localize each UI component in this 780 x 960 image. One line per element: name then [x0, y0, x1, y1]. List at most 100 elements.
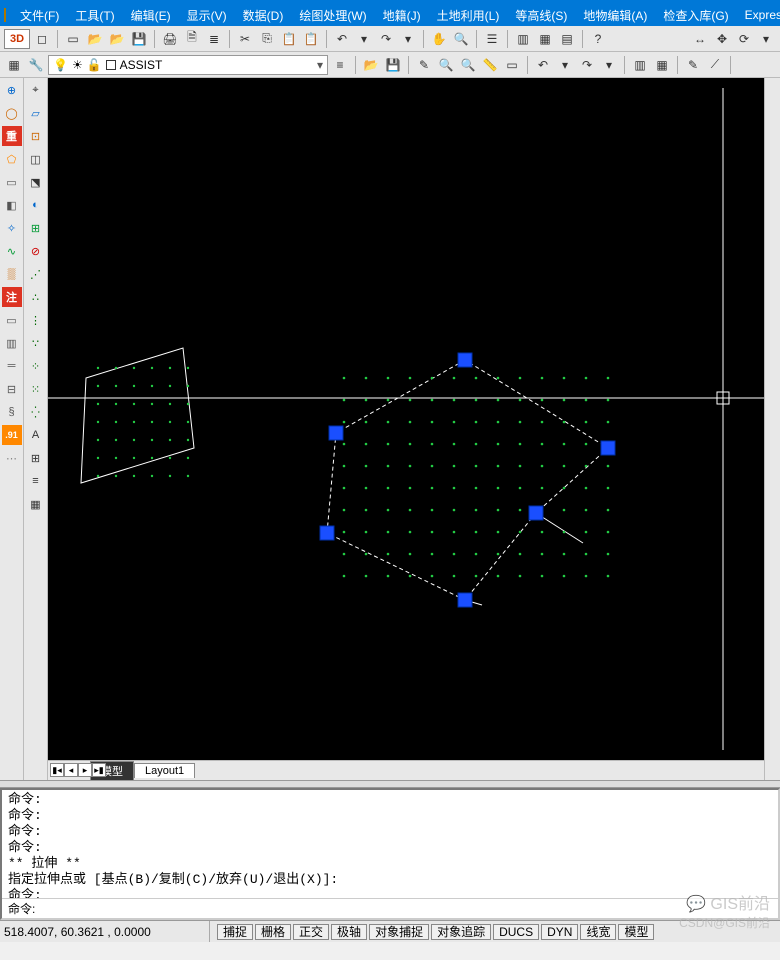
pencil2-button[interactable]: ✎: [683, 55, 703, 75]
side-tool[interactable]: ⁘: [26, 356, 46, 376]
side-tool[interactable]: ▱: [26, 103, 46, 123]
layer-combo[interactable]: 💡 ☀ 🔓 ASSIST ▾: [48, 55, 328, 75]
menu-item[interactable]: 工具(T): [69, 6, 120, 25]
menu-item[interactable]: 土地利用(L): [431, 6, 506, 25]
open-button[interactable]: 📂: [361, 55, 381, 75]
open2-button[interactable]: 📂: [107, 29, 127, 49]
save-button[interactable]: 💾: [129, 29, 149, 49]
side-tool[interactable]: ⊞: [26, 448, 46, 468]
side-tool[interactable]: A: [26, 425, 46, 445]
side-tool[interactable]: ▒: [2, 264, 22, 284]
drawing-canvas[interactable]: ▮◂ ◂ ▸ ▸▮ 模型 Layout1: [48, 78, 764, 780]
sheet1-button[interactable]: ▥: [630, 55, 650, 75]
status-toggle[interactable]: 极轴: [331, 924, 367, 940]
folder-new-button[interactable]: ▭: [63, 29, 83, 49]
print-preview-button[interactable]: 🗎: [182, 29, 202, 49]
cube-button[interactable]: ◻: [32, 29, 52, 49]
side-tool[interactable]: ⬠: [2, 149, 22, 169]
side-tool[interactable]: ⊞: [26, 218, 46, 238]
undo-button[interactable]: ↶: [533, 55, 553, 75]
layers-button[interactable]: ≣: [204, 29, 224, 49]
side-tool[interactable]: ∿: [2, 241, 22, 261]
sheet1-button[interactable]: ▥: [513, 29, 533, 49]
side-tool[interactable]: ⊟: [2, 379, 22, 399]
side-tool[interactable]: ◧: [2, 195, 22, 215]
side-tool[interactable]: ⌖: [26, 80, 46, 100]
layer-props-button[interactable]: ≡: [330, 55, 350, 75]
command-input[interactable]: 命令:: [2, 898, 778, 918]
dropdown-button[interactable]: ▾: [599, 55, 619, 75]
menu-item[interactable]: 地籍(J): [377, 6, 427, 25]
menu-item[interactable]: 绘图处理(W): [293, 6, 372, 25]
line-button[interactable]: ⟋: [705, 55, 725, 75]
splitter[interactable]: [0, 780, 780, 788]
menu-item[interactable]: 编辑(E): [125, 6, 177, 25]
3d-button[interactable]: 3D: [4, 29, 30, 49]
tab-last-button[interactable]: ▸▮: [92, 763, 106, 777]
select-rect-button[interactable]: ▭: [502, 55, 522, 75]
side-tool[interactable]: ⁛: [26, 402, 46, 422]
side-tool[interactable]: ═: [2, 356, 22, 376]
arrow-cross-button[interactable]: ✥: [712, 29, 732, 49]
dropdown-button[interactable]: ▾: [756, 29, 776, 49]
status-toggle[interactable]: 对象捕捉: [369, 924, 429, 940]
side-tool[interactable]: ∴: [26, 287, 46, 307]
dropdown-button[interactable]: ▾: [354, 29, 374, 49]
status-toggle[interactable]: 模型: [618, 924, 654, 940]
wrench-button[interactable]: 🔧: [26, 55, 46, 75]
copy-button[interactable]: ⎘: [257, 29, 277, 49]
vertical-scrollbar[interactable]: [764, 78, 780, 780]
zoom-button[interactable]: 🔍: [436, 55, 456, 75]
print-button[interactable]: 🖨: [160, 29, 180, 49]
side-tool[interactable]: [2, 471, 22, 491]
side-tool[interactable]: ◫: [26, 149, 46, 169]
side-tool[interactable]: ⊕: [2, 80, 22, 100]
save-button[interactable]: 💾: [383, 55, 403, 75]
menu-item[interactable]: 文件(F): [14, 6, 65, 25]
side-tool[interactable]: ⋰: [26, 264, 46, 284]
props-button[interactable]: ☰: [482, 29, 502, 49]
dropdown-button[interactable]: ▾: [398, 29, 418, 49]
status-toggle[interactable]: 栅格: [255, 924, 291, 940]
dropdown-button[interactable]: ▾: [555, 55, 575, 75]
side-tool[interactable]: ▭: [2, 310, 22, 330]
side-tool[interactable]: ▭: [2, 172, 22, 192]
side-tool[interactable]: 注: [2, 287, 22, 307]
side-tool[interactable]: ⊡: [26, 126, 46, 146]
menu-item[interactable]: 检查入库(G): [657, 6, 734, 25]
tab-prev-button[interactable]: ◂: [64, 763, 78, 777]
side-tool[interactable]: ⁙: [26, 379, 46, 399]
zoom-button[interactable]: 🔍: [451, 29, 471, 49]
side-tool[interactable]: ◯: [2, 103, 22, 123]
pan-button[interactable]: ✋: [429, 29, 449, 49]
status-toggle[interactable]: DYN: [541, 924, 578, 940]
menu-item[interactable]: Express: [739, 7, 780, 23]
menu-item[interactable]: 等高线(S): [509, 6, 573, 25]
find-button[interactable]: 🔍: [458, 55, 478, 75]
arrow-h-button[interactable]: ↔: [690, 29, 710, 49]
chevron-down-icon[interactable]: ▾: [317, 58, 323, 72]
menu-item[interactable]: 地物编辑(A): [577, 6, 653, 25]
side-tool[interactable]: ⋮: [26, 310, 46, 330]
paste-special-button[interactable]: 📋: [301, 29, 321, 49]
side-tool[interactable]: ✧: [2, 218, 22, 238]
sheet3-button[interactable]: ▤: [557, 29, 577, 49]
side-tool[interactable]: ▥: [2, 333, 22, 353]
side-tool[interactable]: ∵: [26, 333, 46, 353]
help-button[interactable]: ?: [588, 29, 608, 49]
menu-item[interactable]: 数据(D): [237, 6, 290, 25]
grid-tool-button[interactable]: ▦: [4, 55, 24, 75]
status-toggle[interactable]: 正交: [293, 924, 329, 940]
sheet2-button[interactable]: ▦: [652, 55, 672, 75]
pencil-button[interactable]: ✎: [414, 55, 434, 75]
status-toggle[interactable]: DUCS: [493, 924, 539, 940]
folder-open-button[interactable]: 📂: [85, 29, 105, 49]
status-toggle[interactable]: 对象追踪: [431, 924, 491, 940]
status-toggle[interactable]: 捕捉: [217, 924, 253, 940]
sheet2-button[interactable]: ▦: [535, 29, 555, 49]
menu-item[interactable]: 显示(V): [181, 6, 233, 25]
status-toggle[interactable]: 线宽: [580, 924, 616, 940]
measure-button[interactable]: 📏: [480, 55, 500, 75]
undo-button[interactable]: ↶: [332, 29, 352, 49]
tab-layout1[interactable]: Layout1: [134, 763, 195, 778]
